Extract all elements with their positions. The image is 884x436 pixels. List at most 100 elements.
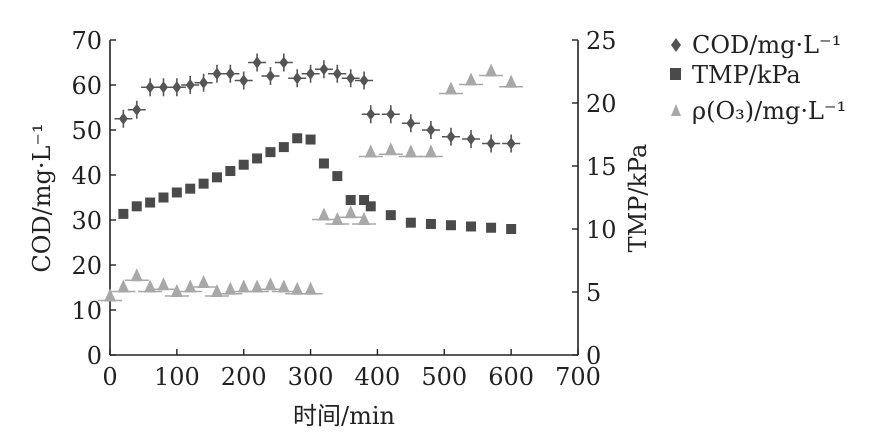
cod-point <box>185 79 195 91</box>
ozone-point <box>277 279 290 293</box>
cod-point <box>366 108 376 121</box>
legend-label-cod: COD/mg·L⁻¹ <box>692 31 841 59</box>
cod-point <box>172 81 182 94</box>
ozone-point <box>485 63 498 77</box>
ozone-point <box>224 281 237 295</box>
cod-point <box>332 67 342 80</box>
cod-point <box>158 81 168 94</box>
tmp-point <box>252 153 263 164</box>
x-tick-label: 400 <box>355 363 401 391</box>
tmp-point <box>466 221 477 232</box>
cod-point <box>306 67 316 80</box>
cod-point <box>239 74 249 87</box>
y-axis-right-label: TMP/kPa <box>624 144 652 253</box>
tmp-point <box>486 222 497 233</box>
tmp-point <box>345 195 356 206</box>
ozone-point <box>505 74 518 88</box>
ozone-point <box>404 144 417 158</box>
y-right-tick-label: 20 <box>586 90 617 118</box>
ozone-point <box>184 279 197 293</box>
legend: COD/mg·L⁻¹ TMP/kPa ρ(O₃)/mg·L⁻¹ <box>670 31 846 125</box>
tmp-point <box>238 159 249 170</box>
y-left-tick-label: 30 <box>71 207 102 235</box>
ozone-point <box>144 279 157 293</box>
cod-point <box>252 56 262 69</box>
cod-point <box>212 67 222 80</box>
tmp-point <box>278 142 289 153</box>
ozone-point <box>384 142 397 156</box>
cod-point <box>279 56 289 69</box>
x-axis-label: 时间/min <box>293 402 395 430</box>
ozone-point <box>130 268 143 282</box>
tmp-point <box>332 171 343 182</box>
ozone-point <box>364 144 377 158</box>
cod-point <box>386 108 396 121</box>
legend-item-cod: COD/mg·L⁻¹ <box>671 31 841 59</box>
tmp-point <box>385 210 396 221</box>
series-1 <box>118 133 517 234</box>
y-left-tick-label: 0 <box>87 342 102 370</box>
ozone-point <box>264 277 277 291</box>
series-2 <box>98 63 524 302</box>
ozone-point <box>304 281 317 295</box>
cod-point <box>406 117 416 130</box>
tmp-point <box>131 201 142 212</box>
tmp-point <box>405 217 416 228</box>
series-0 <box>114 53 521 153</box>
ozone-point <box>157 277 170 291</box>
y-right-tick-label: 10 <box>586 216 617 244</box>
tmp-point <box>365 201 376 212</box>
x-tick-label: 100 <box>154 363 200 391</box>
cod-point <box>118 112 128 125</box>
cod-point <box>346 72 356 85</box>
tmp-point <box>185 183 196 194</box>
cod-point <box>265 70 275 82</box>
tmp-point <box>265 147 276 158</box>
cod-point <box>145 81 155 94</box>
ticks: 0 100 200 300 400 500 600 700010203040506070051… <box>71 27 616 391</box>
legend-label-tmp: TMP/kPa <box>692 61 801 89</box>
cod-point <box>426 124 436 136</box>
legend-triangle-icon <box>671 104 681 116</box>
tmp-point <box>225 166 236 177</box>
cod-point <box>466 133 476 145</box>
tmp-point <box>211 172 222 183</box>
tmp-point <box>359 195 370 206</box>
ozone-point <box>444 81 457 95</box>
cod-point <box>359 74 369 87</box>
x-tick-label: 700 <box>555 363 601 391</box>
x-tick-label: 600 <box>488 363 534 391</box>
tmp-point <box>318 158 329 169</box>
ozone-point <box>197 275 210 288</box>
y-right-tick-label: 15 <box>586 153 617 181</box>
x-tick-label: 200 <box>221 363 267 391</box>
ozone-point <box>170 284 183 297</box>
tmp-point <box>171 187 182 198</box>
y-left-tick-label: 10 <box>71 297 102 325</box>
ozone-point <box>104 288 116 302</box>
y-left-tick-label: 40 <box>71 162 102 190</box>
cod-point <box>319 63 329 76</box>
axes <box>109 40 579 356</box>
tmp-point <box>198 178 209 189</box>
x-tick-label: 0 <box>102 363 117 391</box>
legend-label-ozone: ρ(O₃)/mg·L⁻¹ <box>692 97 846 125</box>
y-left-tick-label: 60 <box>71 72 102 100</box>
y-right-tick-label: 0 <box>586 342 601 370</box>
cod-point <box>506 137 516 150</box>
tmp-point <box>425 218 436 229</box>
cod-point <box>486 137 496 150</box>
cod-point <box>132 103 142 116</box>
ozone-point <box>465 72 478 86</box>
y-left-tick-label: 20 <box>71 252 102 280</box>
tmp-point <box>118 208 129 219</box>
tmp-point <box>445 220 456 231</box>
ozone-point <box>291 281 304 295</box>
x-tick-label: 300 <box>288 363 334 391</box>
y-left-tick-label: 70 <box>71 27 102 55</box>
tmp-point <box>506 224 517 234</box>
y-right-tick-label: 25 <box>586 27 617 55</box>
ozone-point <box>424 144 437 158</box>
y-left-tick-label: 50 <box>71 117 102 145</box>
